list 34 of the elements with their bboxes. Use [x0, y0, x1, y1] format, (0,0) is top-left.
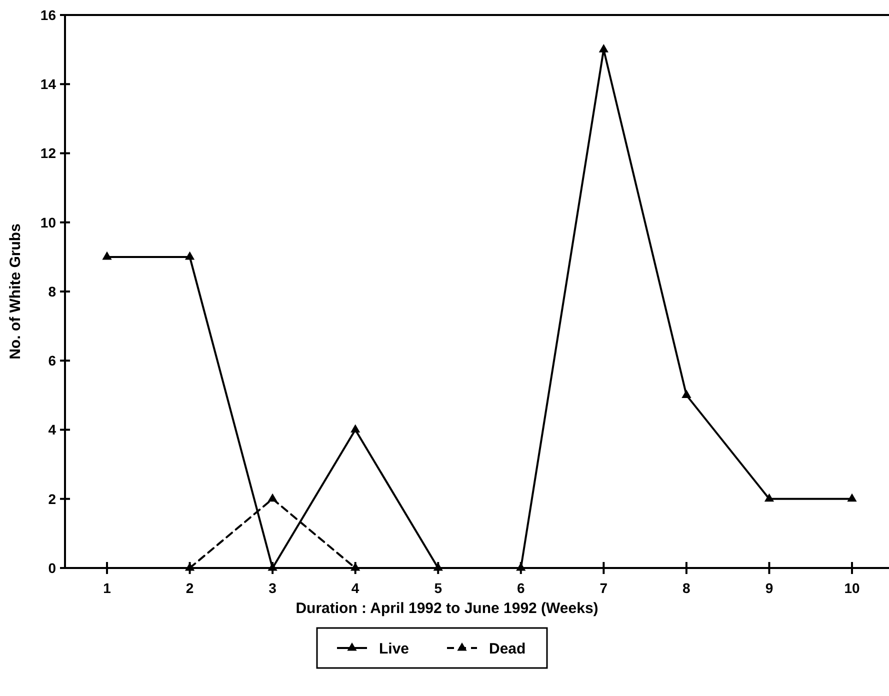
point — [184, 562, 195, 571]
x-axis-title: Duration : April 1992 to June 1992 (Weeks) — [296, 600, 598, 617]
y-tick-label: 14 — [40, 76, 56, 92]
point — [184, 251, 195, 260]
point — [350, 424, 360, 433]
point — [350, 562, 360, 571]
x-tick-label: 10 — [844, 580, 860, 596]
y-tick-label: 10 — [40, 214, 56, 230]
legend-label: Live — [379, 640, 410, 658]
y-tick-label: 12 — [40, 145, 56, 162]
legend-label: Dead — [489, 640, 526, 658]
x-tick-label: 2 — [186, 580, 194, 596]
y-tick-label: 4 — [48, 422, 56, 438]
y-axis-title: No. of White Grubs — [7, 224, 24, 360]
point — [268, 493, 278, 502]
x-tick-label: 3 — [268, 580, 277, 596]
x-tick-label: 1 — [103, 580, 112, 596]
x-tick-label: 5 — [434, 580, 442, 596]
point — [682, 390, 692, 398]
x-tick-label: 4 — [351, 580, 360, 596]
x-tick-label: 8 — [682, 580, 691, 596]
point — [433, 562, 443, 571]
y-tick-label: 2 — [48, 490, 56, 507]
point — [847, 493, 857, 502]
y-tick-label: 6 — [48, 352, 56, 369]
y-tick-label: 0 — [48, 560, 56, 576]
y-tick-label: 8 — [48, 283, 56, 300]
y-tick-label: 16 — [40, 6, 56, 23]
x-tick-label: 7 — [600, 580, 608, 596]
point — [764, 493, 774, 502]
x-tick-label: 9 — [765, 580, 774, 596]
point — [598, 44, 608, 52]
point — [102, 251, 112, 260]
x-tick-label: 6 — [516, 580, 525, 596]
